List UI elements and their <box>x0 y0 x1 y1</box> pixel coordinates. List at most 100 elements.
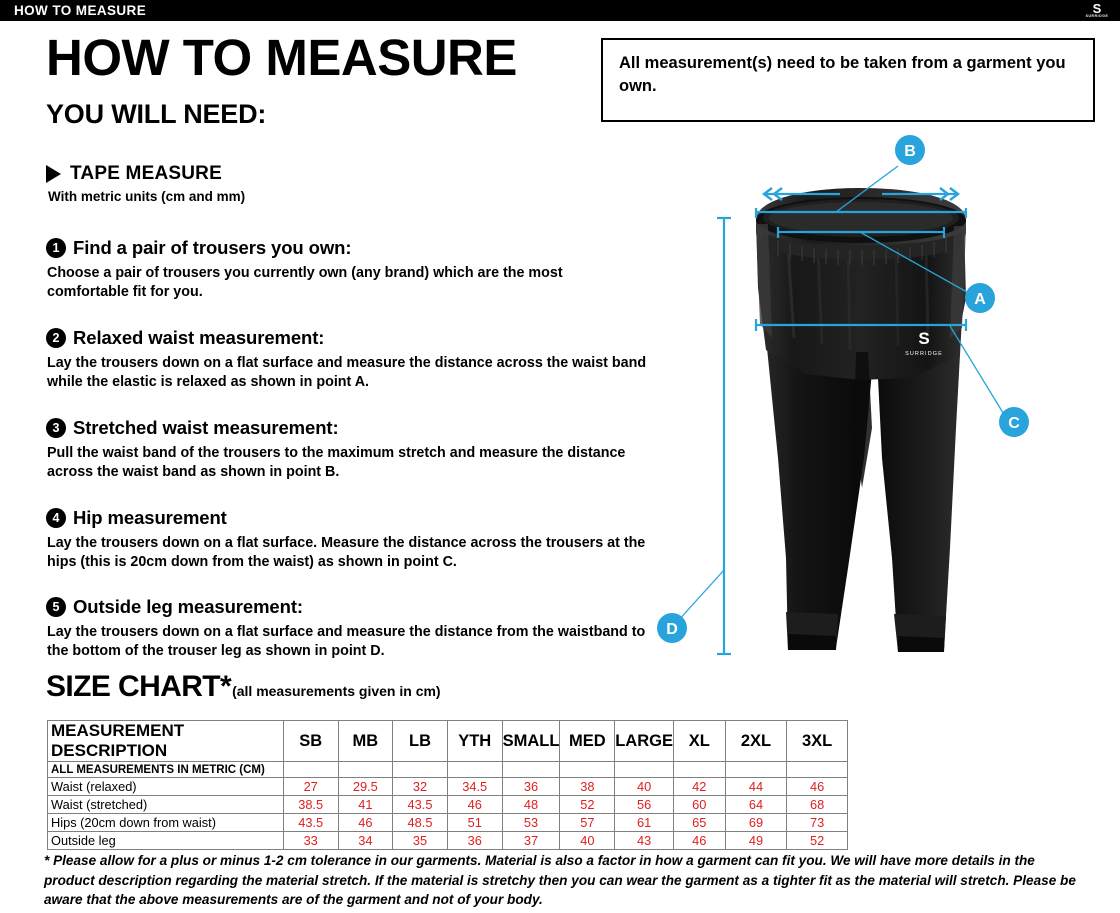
cell-hips-large: 61 <box>614 813 674 832</box>
table-note-blank-5 <box>501 761 561 778</box>
page-subtitle: YOU WILL NEED: <box>46 99 267 129</box>
table-note-blank-4 <box>446 761 503 778</box>
step-3-title: Stretched waist measurement: <box>73 417 339 438</box>
measure-line-b <box>754 187 968 218</box>
cell-outside-leg-small: 37 <box>501 831 561 850</box>
measure-line-c <box>754 319 968 331</box>
column-header-small: SMALL <box>501 720 561 762</box>
column-header-lb: LB <box>392 720 448 762</box>
cell-waist-stretched-2xl: 64 <box>724 795 788 814</box>
callout-badge-c: C <box>999 407 1029 437</box>
trousers-illustration: S SURRIDGE <box>756 188 966 652</box>
cell-waist-relaxed-2xl: 44 <box>724 777 788 796</box>
svg-text:C: C <box>1008 415 1020 432</box>
step-3-body: Pull the waist band of the trousers to t… <box>47 445 626 480</box>
step-5: 5 Outside leg measurement: Lay the trous… <box>46 596 647 660</box>
step-5-body: Lay the trousers down on a flat surface … <box>47 624 646 659</box>
table-note-blank-3 <box>392 761 448 778</box>
column-header-med: MED <box>559 720 616 762</box>
table-note-blank-2 <box>337 761 394 778</box>
size-chart-subtitle: (all measurements given in cm) <box>232 683 441 699</box>
step-1-title: Find a pair of trousers you own: <box>73 237 352 258</box>
step-3-header: 3 Stretched waist measurement: <box>46 417 647 439</box>
step-2-body: Lay the trousers down on a flat surface … <box>47 355 647 390</box>
cell-hips-small: 53 <box>501 813 561 832</box>
step-5-header: 5 Outside leg measurement: <box>46 596 647 618</box>
step-2-title: Relaxed waist measurement: <box>73 327 325 348</box>
column-header-xl: XL <box>672 720 726 762</box>
size-chart-title: SIZE CHART* <box>46 670 232 703</box>
row-label-waist-stretched: Waist (stretched) <box>47 795 284 814</box>
table-note-blank-1 <box>282 761 339 778</box>
cell-hips-yth: 51 <box>446 813 503 832</box>
footer-disclaimer: * Please allow for a plus or minus 1-2 c… <box>44 853 1076 907</box>
table-row: Outside leg 33 34 35 36 37 40 43 46 49 5… <box>47 831 848 850</box>
cell-waist-relaxed-med: 38 <box>559 777 616 796</box>
column-header-large: LARGE <box>614 720 674 762</box>
cell-waist-relaxed-yth: 34.5 <box>446 777 503 796</box>
cell-waist-relaxed-xl: 42 <box>672 777 726 796</box>
cell-waist-stretched-3xl: 68 <box>786 795 848 814</box>
svg-text:D: D <box>666 621 678 638</box>
cell-hips-xl: 65 <box>672 813 726 832</box>
table-note-blank-8 <box>672 761 726 778</box>
column-header-2xl: 2XL <box>724 720 788 762</box>
surridge-logo-name: SURRIDGE <box>1085 13 1109 18</box>
cell-waist-relaxed-3xl: 46 <box>786 777 848 796</box>
step-4-header: 4 Hip measurement <box>46 507 647 529</box>
cell-hips-mb: 46 <box>337 813 394 832</box>
cell-hips-2xl: 69 <box>724 813 788 832</box>
cell-waist-relaxed-lb: 32 <box>392 777 448 796</box>
table-row: Waist (relaxed) 27 29.5 32 34.5 36 38 40… <box>47 777 848 796</box>
step-5-title: Outside leg measurement: <box>73 596 303 617</box>
size-chart-heading: SIZE CHART* (all measurements given in c… <box>46 670 441 704</box>
step-3-number: 3 <box>46 418 66 438</box>
step-4: 4 Hip measurement Lay the trousers down … <box>46 507 647 571</box>
step-1-header: 1 Find a pair of trousers you own: <box>46 237 647 259</box>
column-header-3xl: 3XL <box>786 720 848 762</box>
step-1-number: 1 <box>46 238 66 258</box>
callout-badge-b: B <box>895 135 925 165</box>
row-label-outside-leg: Outside leg <box>47 831 284 850</box>
note-box-text: All measurement(s) need to be taken from… <box>619 54 1066 95</box>
svg-text:A: A <box>974 291 986 308</box>
column-header-sb: SB <box>282 720 339 762</box>
step-4-body: Lay the trousers down on a flat surface.… <box>47 535 646 570</box>
step-4-title: Hip measurement <box>73 507 227 528</box>
note-box: All measurement(s) need to be taken from… <box>601 38 1095 122</box>
cell-outside-leg-lb: 35 <box>392 831 448 850</box>
tape-measure-sublabel: With metric units (cm and mm) <box>48 189 246 204</box>
cell-waist-stretched-mb: 41 <box>337 795 394 814</box>
cell-hips-lb: 48.5 <box>392 813 448 832</box>
cell-hips-med: 57 <box>559 813 616 832</box>
cell-outside-leg-sb: 33 <box>282 831 339 850</box>
cell-waist-stretched-small: 48 <box>501 795 561 814</box>
surridge-logo: S SURRIDGE <box>1082 1 1112 20</box>
cell-waist-stretched-lb: 43.5 <box>392 795 448 814</box>
table-note-blank-9 <box>724 761 788 778</box>
callout-badge-a: A <box>965 283 995 313</box>
surridge-logo-mark: S <box>1092 0 1102 16</box>
step-2-number: 2 <box>46 328 66 348</box>
column-header-description: MEASUREMENT DESCRIPTION <box>47 720 284 762</box>
table-header-row: MEASUREMENT DESCRIPTION SB MB LB YTH SMA… <box>47 720 848 762</box>
cell-waist-stretched-sb: 38.5 <box>282 795 339 814</box>
step-2: 2 Relaxed waist measurement: Lay the tro… <box>46 327 647 391</box>
column-header-yth: YTH <box>446 720 503 762</box>
step-4-number: 4 <box>46 508 66 528</box>
table-row: Hips (20cm down from waist) 43.5 46 48.5… <box>47 813 848 832</box>
cell-waist-stretched-yth: 46 <box>446 795 503 814</box>
cell-outside-leg-3xl: 52 <box>786 831 848 850</box>
cell-waist-relaxed-small: 36 <box>501 777 561 796</box>
step-5-number: 5 <box>46 597 66 617</box>
garment-surridge-logo: S SURRIDGE <box>905 329 943 357</box>
table-note-blank-10 <box>786 761 848 778</box>
size-chart-table-wrap: MEASUREMENT DESCRIPTION SB MB LB YTH SMA… <box>47 720 848 850</box>
tape-measure-item: TAPE MEASURE <box>46 163 222 185</box>
row-label-waist-relaxed: Waist (relaxed) <box>47 777 284 796</box>
svg-text:SURRIDGE: SURRIDGE <box>905 351 943 357</box>
measure-line-d <box>717 216 731 656</box>
table-note-blank-7 <box>614 761 674 778</box>
tape-measure-label: TAPE MEASURE <box>70 163 222 184</box>
cell-outside-leg-med: 40 <box>559 831 616 850</box>
